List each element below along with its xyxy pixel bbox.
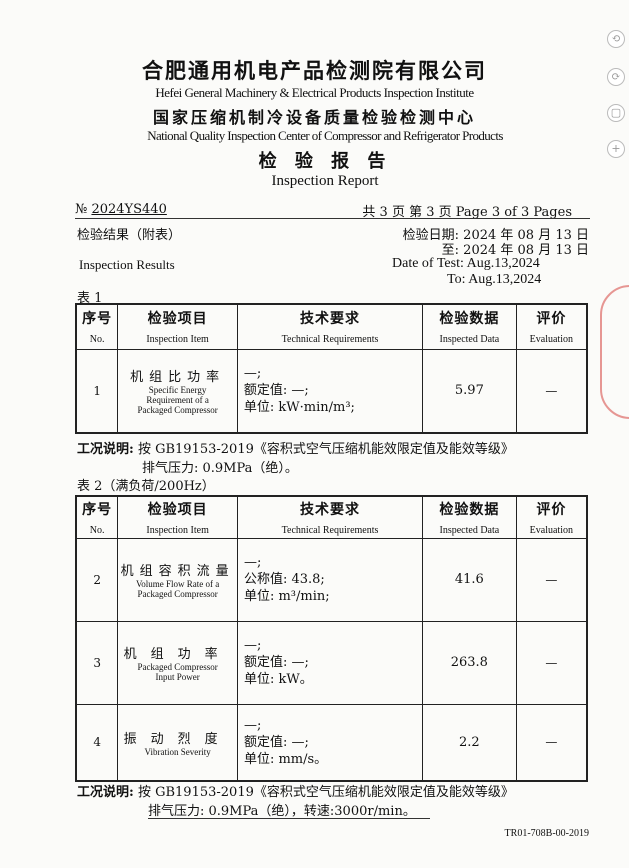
- table2-note-2: 排气压力: 0.9MPa（绝），转速:3000r/min。: [148, 804, 416, 819]
- test-date-to-zh: 至: 2024 年 08 月 13 日: [441, 243, 589, 258]
- center-name-zh: 国家压缩机制冷设备质量检验检测中心: [152, 108, 476, 127]
- org-name-zh: 合肥通用机电产品检测院有限公司: [142, 58, 487, 83]
- table1-note: 工况说明: 按 GB19153-2019《容积式空气压缩机能效限定值及能效等级》: [77, 442, 514, 457]
- test-date-to-en: To: Aug.13,2024: [447, 272, 542, 287]
- table-row: 3 机组功率 Packaged Compressor Input Power —;…: [75, 620, 588, 705]
- col-item: 检验项目 Inspection Item: [117, 303, 238, 350]
- table2: 序号 No. 检验项目 Inspection Item 技术要求 Technical …: [75, 495, 588, 782]
- results-title-en: Inspection Results: [79, 257, 175, 272]
- col-eval: 评价 Evaluation: [515, 303, 588, 350]
- zoom-in-icon[interactable]: +: [607, 140, 625, 158]
- page-count: 共 3 页 第 3 页 Page 3 of 3 Pages: [362, 205, 572, 220]
- report-title-en: Inspection Report: [271, 173, 379, 189]
- table-row: 2 机组容积流量 Volume Flow Rate of a Packaged C…: [75, 537, 588, 622]
- table2-label: 表 2（满负荷/200Hz）: [77, 479, 215, 494]
- report-title-zh: 检 验 报 告: [258, 151, 392, 172]
- col-no: 序号 No.: [75, 303, 119, 350]
- table-row: 4 振动烈度 Vibration Severity —; 额定值: —; 单位: mm…: [75, 703, 588, 782]
- results-title-zh: 检验结果（附表）: [77, 228, 182, 243]
- table2-note: 工况说明: 按 GB19153-2019《容积式空气压缩机能效限定值及能效等级》: [77, 785, 514, 800]
- end-line: [148, 818, 430, 819]
- col-req: 技术要求 Technical Requirements: [236, 303, 424, 350]
- side-tool-icon[interactable]: ▢: [607, 104, 625, 122]
- col-data: 检验数据 Inspected Data: [422, 303, 517, 350]
- test-date-en: Date of Test: Aug.13,2024: [392, 256, 540, 271]
- test-date-zh: 检验日期: 2024 年 08 月 13 日: [402, 228, 589, 243]
- side-tool-icon[interactable]: ⟲: [607, 30, 625, 48]
- table1-header: 序号 No. 检验项目 Inspection Item 技术要求 Technical …: [75, 303, 588, 350]
- side-tool-icon[interactable]: ⟳: [607, 68, 625, 86]
- table1-note-2: 排气压力: 0.9MPa（绝）。: [142, 461, 298, 476]
- report-number: № 2024YS440: [75, 202, 167, 217]
- form-code: TR01-708B-00-2019: [504, 828, 589, 839]
- table2-header: 序号 No. 检验项目 Inspection Item 技术要求 Technical …: [75, 495, 588, 539]
- table1: 序号 No. 检验项目 Inspection Item 技术要求 Technical …: [75, 303, 588, 434]
- table1-label: 表 1: [77, 291, 103, 306]
- center-name-en: National Quality Inspection Center of Co…: [147, 128, 503, 143]
- org-name-en: Hefei General Machinery & Electrical Pro…: [155, 85, 474, 100]
- table-row: 1 机组比功率 Specific Energy Requirement of a …: [75, 348, 588, 434]
- red-stamp-fragment: [600, 285, 629, 419]
- divider: [75, 218, 590, 219]
